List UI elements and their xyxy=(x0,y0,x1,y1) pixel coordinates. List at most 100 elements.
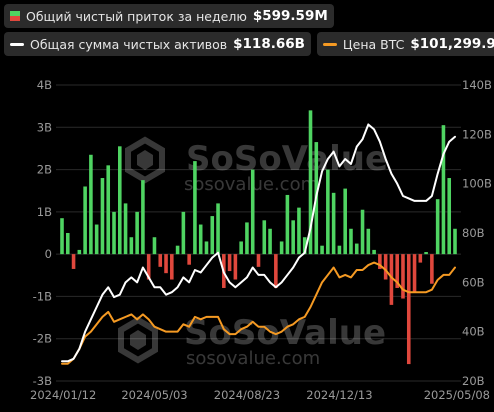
bar xyxy=(447,178,452,255)
legend-value: $118.66B xyxy=(233,36,305,52)
y-left-tick-label: 0 xyxy=(45,247,52,261)
bar xyxy=(118,146,122,255)
legend-row-1: Общий чистый приток за неделю $599.59M xyxy=(4,4,334,28)
bar xyxy=(389,254,394,305)
bar xyxy=(453,228,457,255)
bar xyxy=(245,222,249,255)
bar xyxy=(372,249,376,255)
y-right-tick-label: 20B xyxy=(462,374,485,388)
y-left-tick-label: -3B xyxy=(33,374,52,388)
y-left-tick-label: -2B xyxy=(33,332,52,346)
bar xyxy=(210,216,215,255)
bar xyxy=(216,203,220,255)
bar xyxy=(326,169,330,255)
bar xyxy=(164,254,168,274)
x-tick-label: 2024/05/03 xyxy=(121,388,187,402)
bar xyxy=(291,220,295,255)
bar xyxy=(227,254,232,272)
bar xyxy=(331,192,336,255)
y-right-tick-label: 60B xyxy=(462,275,485,289)
bar xyxy=(77,249,82,255)
watermark-url: sosovalue.com xyxy=(186,348,320,369)
legend-total-net-assets[interactable]: Общая сумма чистых активов $118.66B xyxy=(4,32,311,56)
bar xyxy=(279,241,284,255)
line-series xyxy=(61,123,456,365)
bar xyxy=(135,211,139,255)
bar xyxy=(158,254,163,267)
bar xyxy=(268,228,272,255)
bar xyxy=(343,188,347,255)
bar xyxy=(256,254,261,267)
bar xyxy=(60,218,64,255)
y-left-tick-label: 3B xyxy=(37,120,52,134)
bar xyxy=(175,245,180,255)
bar xyxy=(262,220,267,255)
bar xyxy=(83,186,87,255)
bar-swatch-icon xyxy=(10,11,20,21)
legend-label: Цена BTC xyxy=(342,36,405,52)
bar xyxy=(349,228,353,255)
x-tick-label: 2024/12/13 xyxy=(306,388,372,402)
y-axis-left: 4B 3B 2B 1B 0 -1B -2B -3B xyxy=(33,78,52,388)
bar xyxy=(441,125,446,255)
watermark-brand: SoSoValue xyxy=(184,313,386,353)
swatch-positive xyxy=(10,11,20,16)
bar xyxy=(395,254,399,288)
btc-price-line xyxy=(61,261,456,365)
x-tick-label: 2024/08/23 xyxy=(214,388,280,402)
bar xyxy=(383,254,388,280)
bar xyxy=(106,165,111,255)
x-axis: 2024/01/12 2024/05/03 2024/08/23 2024/12/13… xyxy=(30,388,490,402)
bar xyxy=(308,110,313,255)
bar xyxy=(424,252,428,255)
line-swatch-icon xyxy=(10,42,24,46)
x-tick-label: 2024/01/12 xyxy=(30,388,96,402)
bar xyxy=(354,243,359,255)
bar xyxy=(406,254,411,365)
bar xyxy=(378,254,382,269)
bar-series xyxy=(60,110,457,365)
bar xyxy=(89,154,93,255)
y-right-tick-label: 100B xyxy=(462,177,492,191)
legend-label: Общая сумма чистых активов xyxy=(30,36,228,52)
bar xyxy=(152,237,157,255)
bar xyxy=(274,254,278,288)
bar xyxy=(181,211,186,255)
bar xyxy=(198,224,203,255)
y-right-tick-label: 120B xyxy=(462,127,492,141)
legend-row-2: Общая сумма чистых активов $118.66B Цена… xyxy=(4,32,494,56)
bar xyxy=(193,161,197,255)
legend-label: Общий чистый приток за неделю xyxy=(26,8,247,24)
watermark-logo-icon xyxy=(125,136,165,184)
y-left-tick-label: 4B xyxy=(37,78,52,92)
bar xyxy=(141,180,145,255)
bar xyxy=(71,254,76,269)
bar xyxy=(204,241,209,255)
y-left-tick-label: -1B xyxy=(33,289,52,303)
bar xyxy=(100,178,105,255)
legend-value: $101,299.99 xyxy=(410,36,494,52)
bar xyxy=(170,254,174,280)
bar xyxy=(412,254,417,293)
watermark-logo-icon xyxy=(118,316,158,364)
bar xyxy=(418,254,423,263)
bar xyxy=(187,254,191,265)
legend-weekly-net-inflow[interactable]: Общий чистый приток за неделю $599.59M xyxy=(4,4,334,28)
watermark-brand: SoSoValue xyxy=(186,139,388,179)
bar xyxy=(129,237,134,255)
y-right-tick-label: 80B xyxy=(462,226,485,240)
x-tick-label: 2025/05/08 xyxy=(424,388,490,402)
y-right-tick-label: 140B xyxy=(462,78,492,92)
bar xyxy=(239,241,243,255)
bar xyxy=(297,207,301,255)
bar xyxy=(320,245,324,255)
total-net-assets-line xyxy=(61,123,456,363)
watermark: SoSoValue sosovalue.com SoSoValue sosova… xyxy=(118,136,388,369)
bar xyxy=(146,254,151,280)
bar xyxy=(435,199,440,255)
bar xyxy=(337,245,342,255)
bar xyxy=(401,254,405,299)
y-left-tick-label: 1B xyxy=(37,205,52,219)
legend-btc-price[interactable]: Цена BTC $101,299.99 xyxy=(316,32,494,56)
